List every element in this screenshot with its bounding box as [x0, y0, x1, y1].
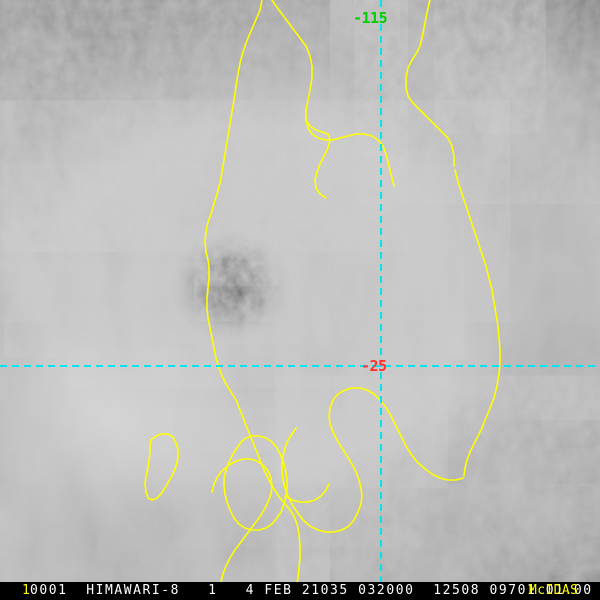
- mcidas-brand-label: McIDAS: [529, 583, 579, 598]
- latitude-label: -25: [361, 357, 387, 375]
- frame-sequence-number: 1: [22, 583, 30, 598]
- status-bar-text: 0001 HIMAWARI-8 1 4 FEB 21035 032000 125…: [30, 583, 593, 598]
- longitude-label: -115: [353, 9, 388, 27]
- status-bar: 1 0001 HIMAWARI-8 1 4 FEB 21035 032000 1…: [0, 582, 600, 600]
- satellite-imagery: [0, 0, 600, 582]
